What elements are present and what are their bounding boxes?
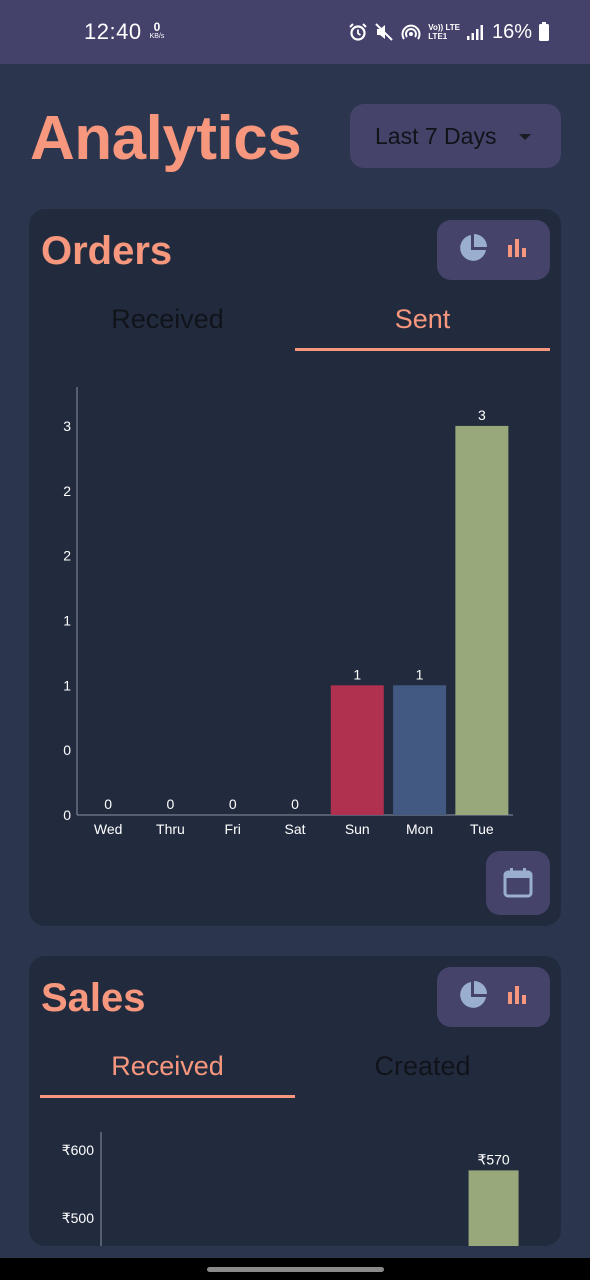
lte-bottom: LTE1: [428, 32, 448, 41]
bar-chart-icon[interactable]: [505, 983, 529, 1012]
x-tick-label: Sun: [345, 821, 370, 837]
sales-card: Sales Received Created ₹500 ₹600 ₹570: [29, 956, 561, 1246]
tab-sales-received[interactable]: Received: [40, 1036, 295, 1098]
orders-title: Orders: [41, 229, 173, 273]
x-tick-label: Wed: [94, 821, 123, 837]
orders-card: Orders Received Sent 0 0 1 1 2 2 3 0 Wed 0 Thru 0 Fr…: [29, 209, 561, 926]
x-tick-label: Mon: [406, 821, 433, 837]
sales-title: Sales: [41, 976, 146, 1020]
bar-tue: [455, 425, 509, 815]
date-range-selected: Last 7 Days: [375, 122, 497, 149]
network-speed-unit: KB/s: [149, 33, 165, 40]
signal-icon: [466, 23, 484, 41]
y-tick-label: 0: [63, 807, 71, 823]
bar-mon: [393, 685, 447, 815]
network-speed: 0 KB/s: [149, 20, 165, 41]
bar-chart-icon[interactable]: [505, 236, 529, 265]
orders-chart-type-toggle: [437, 220, 550, 280]
hotspot-icon: [400, 22, 422, 42]
alarm-icon: [348, 22, 368, 42]
page-title: Analytics: [30, 104, 302, 173]
y-tick-label: 2: [63, 548, 71, 564]
data-label: 3: [478, 407, 486, 423]
data-label: 1: [353, 666, 361, 682]
tab-orders-sent[interactable]: Sent: [295, 289, 550, 351]
x-tick-label: Fri: [225, 821, 241, 837]
x-tick-label: Tue: [470, 821, 494, 837]
tab-sales-created[interactable]: Created: [374, 1050, 471, 1081]
data-label: 0: [291, 796, 299, 812]
battery-percentage: 16%: [491, 20, 532, 43]
status-bar: 12:40 0 KB/s Vo)) LTE LTE1 16%: [0, 0, 590, 64]
data-label: 0: [229, 796, 237, 812]
tab-orders-received[interactable]: Received: [111, 303, 224, 334]
bar-tue: [468, 1170, 519, 1246]
bar-sun: [330, 685, 384, 815]
orders-tabs: Received Sent: [40, 289, 550, 351]
sales-tabs: Received Created: [40, 1036, 550, 1098]
chevron-down-icon: [519, 134, 531, 140]
y-tick-label: ₹600: [62, 1142, 94, 1158]
y-tick-label: 1: [63, 612, 71, 628]
status-time: 12:40: [84, 19, 142, 44]
y-tick-label: 3: [63, 418, 71, 434]
date-range-dropdown[interactable]: Last 7 Days: [350, 104, 561, 168]
sales-chart-type-toggle: [437, 967, 550, 1027]
y-tick-label: 1: [63, 677, 71, 693]
data-label: ₹570: [477, 1151, 509, 1167]
y-tick-label: 2: [63, 483, 71, 499]
lte-indicator: Vo)) LTE LTE1: [428, 23, 460, 41]
lte-top: Vo)) LTE: [428, 23, 460, 32]
home-gesture-handle[interactable]: [207, 1267, 384, 1272]
calendar-icon: [503, 868, 533, 898]
y-tick-label: ₹500: [62, 1210, 94, 1226]
navigation-bar: [0, 1258, 590, 1280]
x-tick-label: Thru: [156, 821, 185, 837]
mute-icon: [374, 22, 394, 42]
calendar-button[interactable]: [486, 851, 550, 915]
sales-bar-chart: ₹500 ₹600 ₹570: [62, 1132, 519, 1246]
network-speed-value: 0: [153, 20, 161, 34]
y-tick-label: 0: [63, 742, 71, 758]
orders-bar-chart: 0 0 1 1 2 2 3 0 Wed 0 Thru 0 Fri 0 Sat 1 Sun 1 Mon 3 Tue: [63, 387, 513, 837]
data-label: 0: [167, 796, 175, 812]
data-label: 1: [416, 666, 424, 682]
pie-chart-icon[interactable]: [458, 980, 488, 1015]
pie-chart-icon[interactable]: [458, 233, 488, 268]
battery-icon: [538, 22, 550, 42]
data-label: 0: [104, 796, 112, 812]
x-tick-label: Sat: [284, 821, 305, 837]
